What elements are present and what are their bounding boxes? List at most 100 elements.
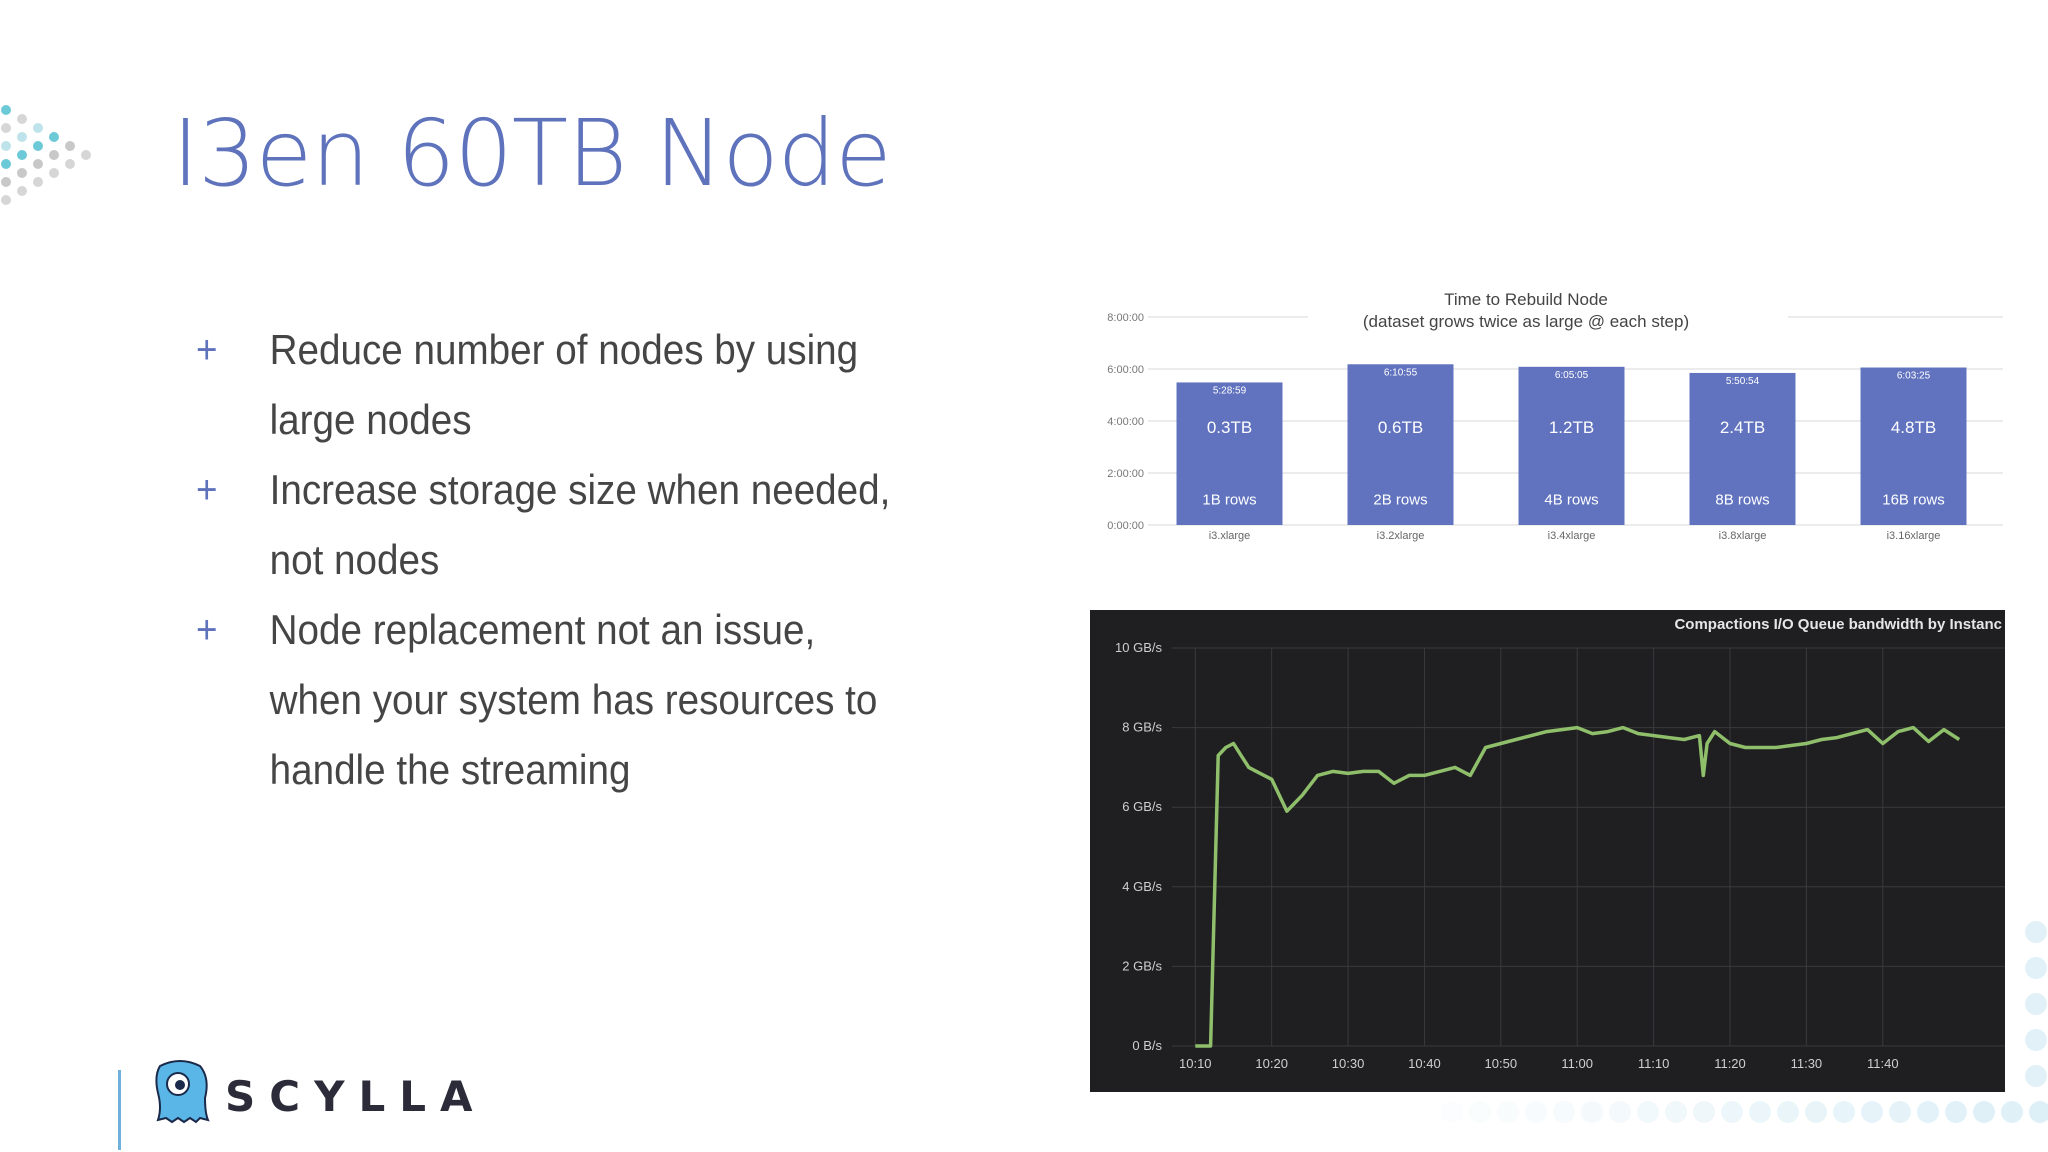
decoration-dot bbox=[1665, 1101, 1687, 1123]
bullet-list: + Reduce number of nodes by using large … bbox=[196, 315, 976, 805]
decoration-dot bbox=[1777, 1101, 1799, 1123]
decoration-dot bbox=[1581, 1101, 1603, 1123]
bar-size-label: 4.8TB bbox=[1891, 418, 1936, 437]
x-tick-label: 10:50 bbox=[1485, 1056, 1518, 1071]
x-tick-label: 11:20 bbox=[1714, 1056, 1746, 1071]
decoration-dot bbox=[1609, 1101, 1631, 1123]
decoration-dot bbox=[81, 150, 91, 160]
dot-pattern-decoration-bottom bbox=[1441, 921, 2048, 1123]
bar-rows-label: 2B rows bbox=[1373, 492, 1427, 509]
decoration-dot bbox=[33, 159, 43, 169]
y-tick-label: 8 GB/s bbox=[1122, 720, 1162, 735]
x-tick-label: 10:20 bbox=[1255, 1056, 1288, 1071]
decoration-dot bbox=[1441, 1101, 1463, 1123]
bar-size-label: 1.2TB bbox=[1549, 418, 1594, 437]
decoration-dot bbox=[1889, 1101, 1911, 1123]
y-tick-label: 2:00:00 bbox=[1107, 468, 1144, 480]
decoration-dot bbox=[65, 141, 75, 151]
chart-title: Time to Rebuild Node bbox=[1444, 290, 1608, 309]
decoration-dot bbox=[2025, 1029, 2047, 1051]
decoration-dot bbox=[65, 159, 75, 169]
decoration-dot bbox=[1, 105, 11, 115]
decoration-dot bbox=[1721, 1101, 1743, 1123]
bar bbox=[1176, 382, 1283, 525]
decoration-dot bbox=[1497, 1101, 1519, 1123]
plus-icon: + bbox=[196, 328, 218, 372]
y-tick-label: 0:00:00 bbox=[1107, 520, 1144, 532]
bullet-item: + Node replacement not an issue, when yo… bbox=[196, 595, 914, 805]
decoration-dot bbox=[1861, 1101, 1883, 1123]
y-tick-label: 4 GB/s bbox=[1122, 879, 1162, 894]
plus-icon: + bbox=[196, 608, 218, 652]
decoration-dot bbox=[33, 177, 43, 187]
y-tick-label: 6:00:00 bbox=[1107, 364, 1144, 376]
chart-title: Compactions I/O Queue bandwidth by Insta… bbox=[1674, 616, 2002, 633]
decoration-dot bbox=[1, 123, 11, 133]
bullet-text: Node replacement not an issue, when your… bbox=[269, 606, 878, 793]
bullet-item: + Reduce number of nodes by using large … bbox=[196, 315, 914, 455]
decoration-dot bbox=[17, 132, 27, 142]
decoration-dot bbox=[17, 150, 27, 160]
y-tick-label: 4:00:00 bbox=[1107, 416, 1144, 428]
decoration-dot bbox=[1973, 1101, 1995, 1123]
logo-divider bbox=[118, 1070, 121, 1150]
dot-pattern-decoration bbox=[1, 105, 91, 205]
x-tick-label: i3.16xlarge bbox=[1887, 530, 1941, 542]
decoration-dot bbox=[2025, 957, 2047, 979]
bar bbox=[1518, 366, 1625, 525]
y-tick-label: 2 GB/s bbox=[1122, 958, 1162, 973]
x-tick-label: i3.4xlarge bbox=[1548, 530, 1596, 542]
x-tick-label: 11:40 bbox=[1867, 1056, 1899, 1071]
decoration-dot bbox=[1749, 1101, 1771, 1123]
bar-rows-label: 8B rows bbox=[1715, 492, 1769, 509]
scylla-monster-logo-icon bbox=[155, 1060, 210, 1124]
x-tick-label: i3.8xlarge bbox=[1719, 530, 1767, 542]
decoration-dot bbox=[2025, 921, 2047, 943]
x-tick-label: i3.xlarge bbox=[1209, 530, 1251, 542]
bar bbox=[1689, 372, 1796, 525]
bullet-text: Reduce number of nodes by using large no… bbox=[269, 326, 859, 443]
decoration-dot bbox=[17, 186, 27, 196]
decoration-dot bbox=[49, 168, 59, 178]
compaction-bandwidth-line-chart: Compactions I/O Queue bandwidth by Insta… bbox=[1090, 610, 2005, 1092]
decoration-dot bbox=[2025, 993, 2047, 1015]
bar-size-label: 0.3TB bbox=[1207, 418, 1252, 437]
bar bbox=[1860, 367, 1967, 525]
bar-rows-label: 4B rows bbox=[1544, 492, 1598, 509]
x-tick-label: 10:10 bbox=[1179, 1056, 1212, 1071]
bar-value-label: 5:28:59 bbox=[1213, 385, 1247, 396]
decoration-dot bbox=[1553, 1101, 1575, 1123]
decoration-dot bbox=[17, 114, 27, 124]
decoration-dot bbox=[1, 141, 11, 151]
x-tick-label: i3.2xlarge bbox=[1377, 530, 1425, 542]
decoration-dot bbox=[33, 123, 43, 133]
x-tick-label: 11:30 bbox=[1791, 1056, 1823, 1071]
bar-value-label: 5:50:54 bbox=[1726, 376, 1760, 387]
decoration-dot bbox=[1805, 1101, 1827, 1123]
series-line bbox=[1195, 725, 1961, 1048]
logo-wordmark: SCYLLA bbox=[225, 1072, 487, 1121]
bar-rows-label: 16B rows bbox=[1882, 492, 1945, 509]
plus-icon: + bbox=[196, 468, 218, 512]
decoration-dot bbox=[17, 168, 27, 178]
chart-subtitle: (dataset grows twice as large @ each ste… bbox=[1363, 312, 1689, 331]
bar-size-label: 0.6TB bbox=[1378, 418, 1423, 437]
bar-size-label: 2.4TB bbox=[1720, 418, 1765, 437]
x-tick-label: 11:00 bbox=[1561, 1056, 1593, 1071]
bar-value-label: 6:10:55 bbox=[1384, 367, 1418, 378]
y-tick-label: 6 GB/s bbox=[1122, 799, 1162, 814]
decoration-dot bbox=[1, 159, 11, 169]
bar bbox=[1347, 364, 1454, 525]
decoration-dot bbox=[1, 195, 11, 205]
bullet-text: Increase storage size when needed, not n… bbox=[269, 466, 891, 583]
decoration-dot bbox=[2029, 1101, 2048, 1123]
decoration-dot bbox=[1469, 1101, 1491, 1123]
decoration-dot bbox=[49, 132, 59, 142]
x-tick-label: 10:30 bbox=[1332, 1056, 1365, 1071]
bar-value-label: 6:03:25 bbox=[1897, 371, 1931, 382]
decoration-dot bbox=[1637, 1101, 1659, 1123]
rebuild-time-bar-chart: 0:00:00 2:00:00 4:00:00 6:00:00 8:00:00 Time … bbox=[1107, 285, 2003, 542]
x-tick-label: 10:40 bbox=[1408, 1056, 1441, 1071]
bullet-item: + Increase storage size when needed, not… bbox=[196, 455, 914, 595]
decoration-dot bbox=[33, 141, 43, 151]
